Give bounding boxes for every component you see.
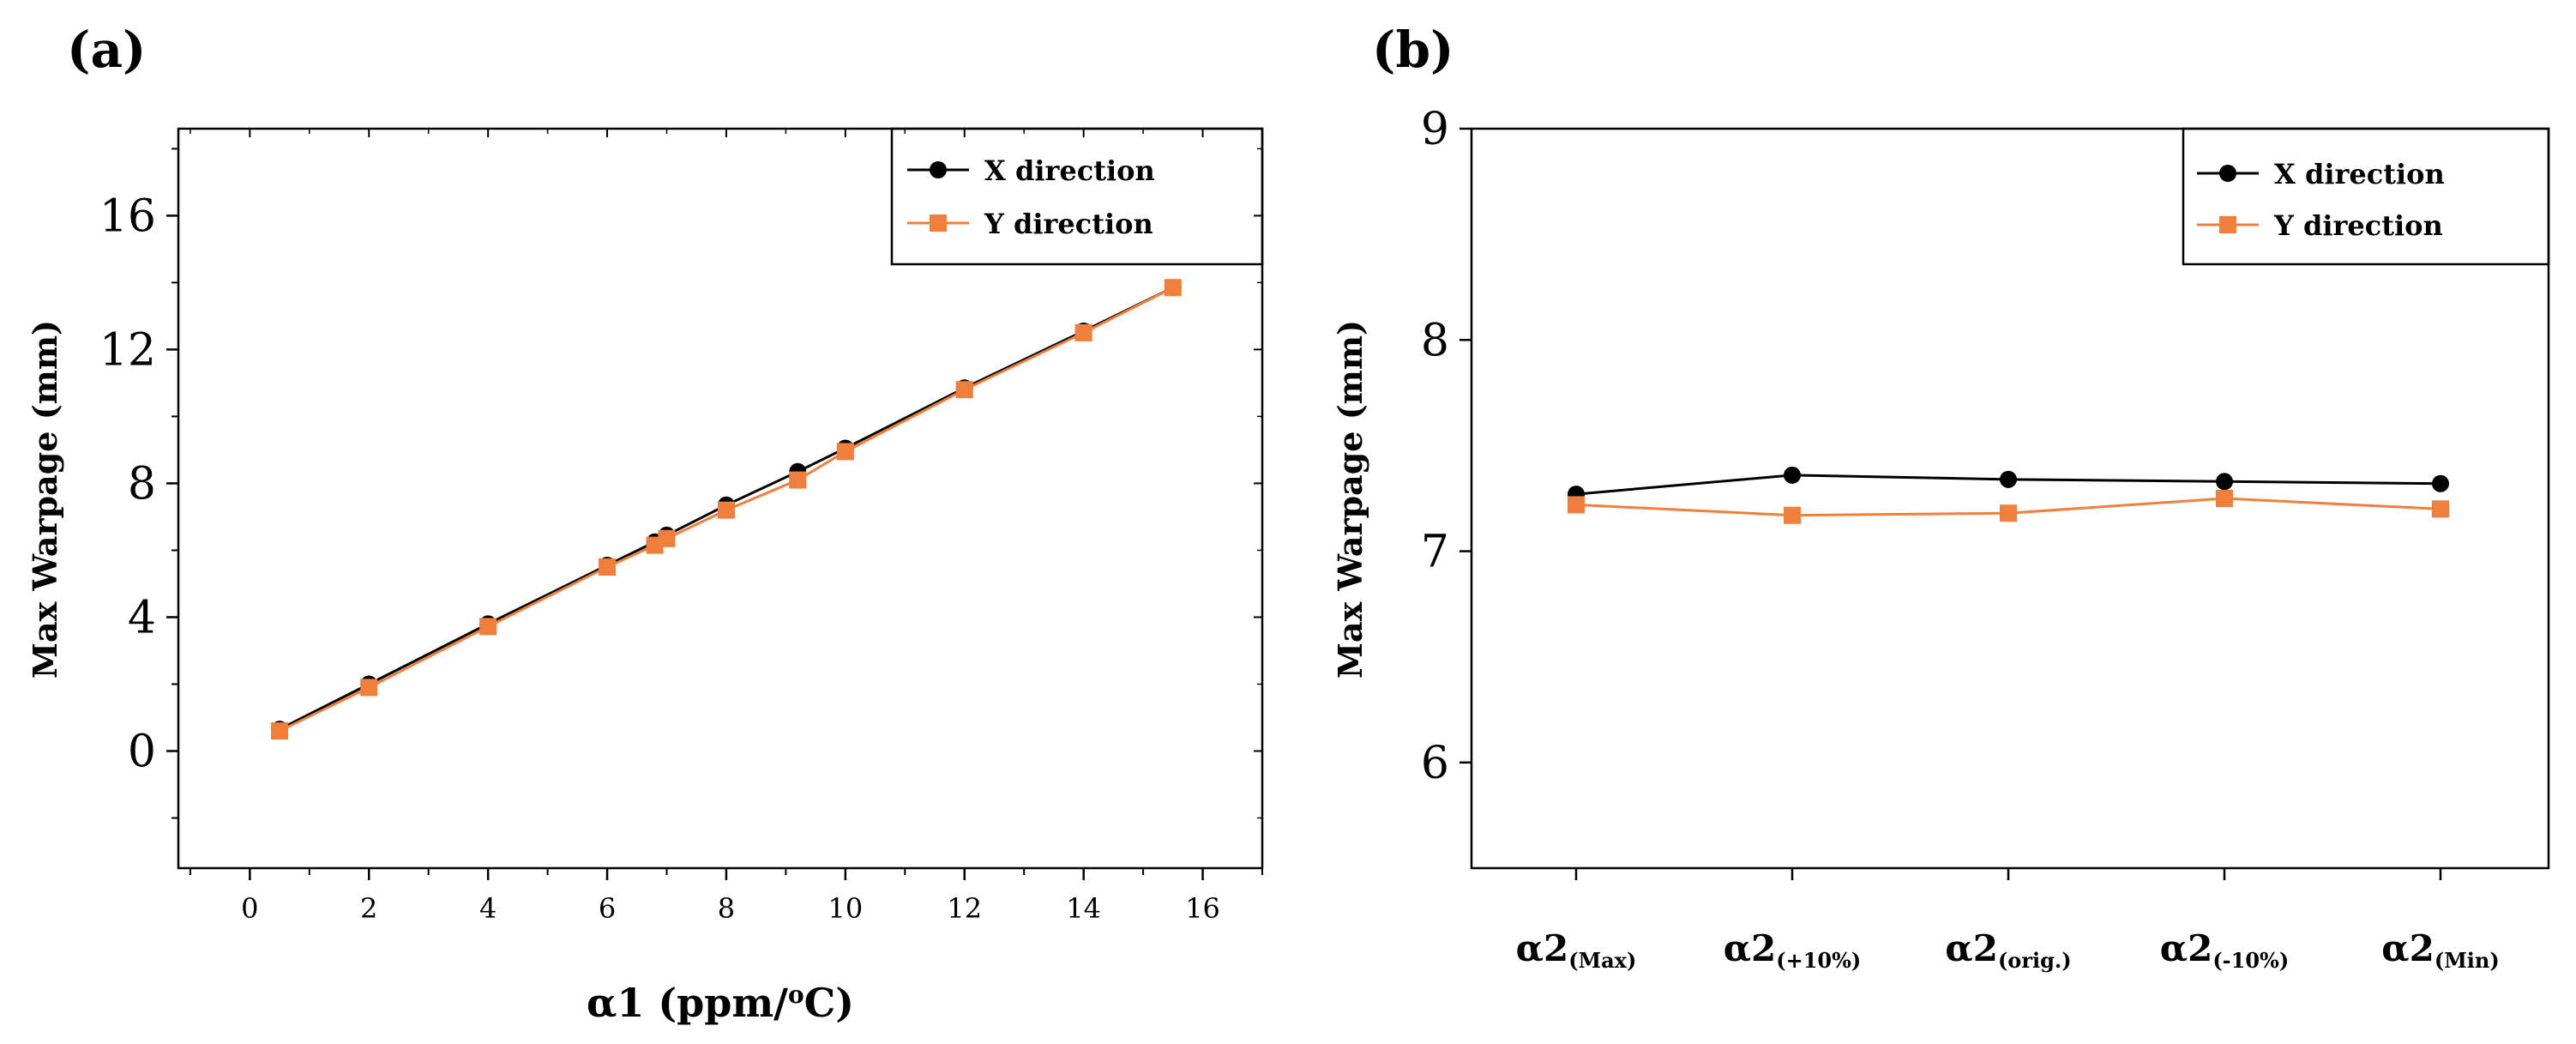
x-title-sup: o bbox=[788, 981, 804, 1009]
panel-a-y-point bbox=[658, 529, 676, 547]
legend-a-x-label: X direction bbox=[984, 154, 1155, 187]
panel-a-y-point bbox=[1074, 323, 1092, 341]
panel-a-x-tick-label: 0 bbox=[241, 892, 258, 925]
panel-a-x-tick-label: 6 bbox=[599, 892, 616, 925]
panel-b-x-point bbox=[2432, 474, 2449, 492]
panel-a-y-point bbox=[789, 471, 807, 489]
legend-a-y-marker bbox=[930, 214, 947, 232]
panel-a-x-tick-label: 2 bbox=[360, 892, 377, 925]
panel-a-x-tick-label: 8 bbox=[718, 892, 735, 925]
category-sub: (Max) bbox=[1568, 948, 1636, 973]
legend-b-x-label: X direction bbox=[2274, 158, 2445, 190]
panel-b-y-tick-label: 7 bbox=[1421, 527, 1449, 578]
panel-a-y-point bbox=[836, 443, 854, 461]
panel-b-category-label: α2(+10%) bbox=[1724, 927, 1862, 973]
panel-a-series bbox=[271, 279, 1182, 740]
legend-b-x-marker bbox=[2219, 165, 2236, 182]
panel-a-x-tick-label: 16 bbox=[1185, 892, 1220, 925]
panel-a-y-axis-title: Max Warpage (mm) bbox=[26, 320, 64, 679]
panel-b-y-tick-label: 6 bbox=[1421, 738, 1449, 789]
panel-a-y-tick-label: 12 bbox=[99, 324, 156, 376]
panel-b-x-point bbox=[2000, 470, 2017, 488]
category-sub: (+10%) bbox=[1776, 948, 1861, 973]
panel-b-y-point bbox=[2216, 490, 2233, 507]
category-sub: (-10%) bbox=[2212, 948, 2289, 973]
category-main: α2 bbox=[1516, 927, 1569, 969]
category-sub: (Min) bbox=[2435, 948, 2500, 973]
category-main: α2 bbox=[2160, 927, 2213, 969]
panel-b-y-point bbox=[1784, 506, 1801, 524]
panel-b-series bbox=[1568, 466, 2449, 524]
panel-a-x-axis-title: α1 (ppm/oC) bbox=[587, 980, 854, 1026]
panel-a-legend-box bbox=[890, 127, 1264, 266]
panel-a-y-point bbox=[717, 501, 735, 519]
panel-a-y-point bbox=[599, 558, 617, 576]
panel-b-x-point bbox=[2216, 473, 2233, 491]
panel-a-series-line-y bbox=[279, 286, 1174, 733]
legend-a-x-marker bbox=[930, 161, 947, 178]
panel-a-x-tick-label: 12 bbox=[947, 892, 982, 925]
category-main: α2 bbox=[1724, 927, 1777, 969]
panel-a-frame bbox=[177, 127, 1264, 870]
panel-b-category-label: α2(-10%) bbox=[2160, 927, 2289, 973]
panel-a-y-tick-label: 8 bbox=[128, 458, 156, 510]
panel-a-series-line-x bbox=[279, 286, 1174, 731]
panel-a-y-point bbox=[360, 679, 378, 697]
panel-b-y-point bbox=[2000, 504, 2017, 522]
panel-a-y-point bbox=[479, 618, 497, 636]
panel-a-y-tick-label: 4 bbox=[128, 592, 156, 643]
panel-a-x-tick-label: 4 bbox=[479, 892, 497, 925]
panel-b-x-point bbox=[1784, 466, 1801, 484]
legend-b-y-marker bbox=[2219, 216, 2236, 233]
panel-a-y-point bbox=[271, 722, 289, 740]
panel-a-x-tick-label: 10 bbox=[828, 892, 863, 925]
panel-a-y-tick-label: 0 bbox=[128, 726, 156, 777]
panel-b-y-point bbox=[2432, 500, 2449, 518]
panel-b-category-label: α2(Min) bbox=[2381, 927, 2499, 973]
panel-b-y-tick-label: 9 bbox=[1421, 104, 1449, 155]
panel-b-label: (b) bbox=[1372, 21, 1454, 79]
panel-a-y-point bbox=[1164, 279, 1182, 297]
panel-b-y-point bbox=[1568, 496, 1585, 514]
legend-a-y-label: Y direction bbox=[984, 208, 1153, 240]
x-title-main: α1 (ppm/ bbox=[587, 980, 788, 1026]
panel-a-ticks: 0 2 4 6 8 10 12 14 16 0 4 8 12 16 bbox=[99, 129, 1263, 925]
panel-a-legend: X direction Y direction bbox=[890, 127, 1264, 266]
x-title-tail: C) bbox=[804, 980, 854, 1026]
panel-b-y-axis-title: Max Warpage (mm) bbox=[1331, 320, 1369, 679]
panel-b-category-label: α2(orig.) bbox=[1945, 927, 2071, 973]
panel-a-x-tick-label: 14 bbox=[1066, 892, 1101, 925]
category-main: α2 bbox=[2381, 927, 2435, 969]
panel-a-y-tick-label: 16 bbox=[99, 190, 156, 242]
panel-a-label: (a) bbox=[67, 21, 146, 79]
legend-b-y-label: Y direction bbox=[2273, 209, 2443, 242]
panel-a-y-point bbox=[955, 381, 973, 399]
panel-b-legend-box bbox=[2182, 127, 2550, 266]
panel-b-legend: X direction Y direction bbox=[2182, 127, 2550, 266]
category-sub: (orig.) bbox=[1998, 948, 2072, 973]
panel-b-y-tick-label: 8 bbox=[1421, 315, 1449, 366]
panel-b-category-label: α2(Max) bbox=[1516, 927, 1637, 973]
panel-b-frame bbox=[1470, 127, 2550, 870]
category-main: α2 bbox=[1945, 927, 1998, 969]
panel-a: (a) 0 2 4 6 8 10 12 14 16 0 4 8 12 16 Max Warpage (mm… bbox=[26, 21, 1264, 1026]
